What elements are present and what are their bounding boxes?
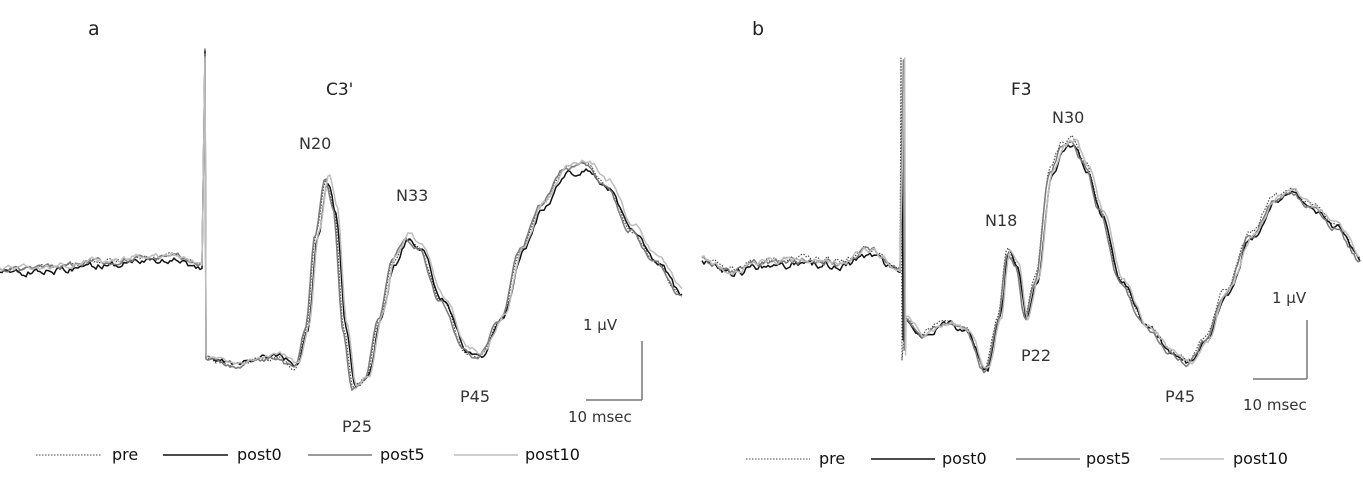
panel-a-legend-label-post5: post5 xyxy=(380,445,425,464)
panel-b-legend-label-post0: post0 xyxy=(942,449,987,468)
panel-a: a C3' N20 P25 N33 P45 1 μV 10 msec pre p… xyxy=(0,18,683,464)
panel-a-scale-time: 10 msec xyxy=(568,408,632,426)
panel-b-peak-N18: N18 xyxy=(985,211,1017,230)
panel-b-peak-P45: P45 xyxy=(1165,387,1195,406)
panel-b-legend: pre post0 post5 post10 xyxy=(746,449,1288,468)
panel-a-legend: pre post0 post5 post10 xyxy=(36,445,580,464)
panel-b-legend-label-post5: post5 xyxy=(1086,449,1131,468)
panel-b-scale-time: 10 msec xyxy=(1243,396,1307,414)
panel-b-trace-post5 xyxy=(701,59,1361,374)
panel-a-peak-P45: P45 xyxy=(460,387,490,406)
panel-a-trace-post5 xyxy=(0,53,683,391)
panel-b-scale-amplitude: 1 μV xyxy=(1272,289,1307,307)
panel-b-traces xyxy=(701,57,1361,374)
panel-b-trace-post10 xyxy=(701,57,1361,369)
panel-a-peak-N20: N20 xyxy=(299,134,331,153)
panel-a-peak-N33: N33 xyxy=(396,186,428,205)
panel-b-peak-P22: P22 xyxy=(1021,346,1051,365)
panel-b-legend-label-post10: post10 xyxy=(1233,449,1288,468)
panel-b-peak-N30: N30 xyxy=(1052,108,1084,127)
panel-b-electrode-label: F3 xyxy=(1011,80,1032,100)
panel-a-electrode-label: C3' xyxy=(326,80,353,100)
panel-b-trace-post0 xyxy=(701,144,1361,372)
panel-a-scale-amplitude: 1 μV xyxy=(583,316,618,334)
panel-b-legend-label-pre: pre xyxy=(819,449,845,468)
panel-b-scale-bar: 1 μV 10 msec xyxy=(1243,289,1308,414)
panel-a-trace-post10 xyxy=(0,56,683,387)
panel-a-legend-label-pre: pre xyxy=(112,445,138,464)
panel-a-scale-bar: 1 μV 10 msec xyxy=(568,316,643,426)
panel-b-trace-pre xyxy=(701,57,1361,371)
panel-a-legend-label-post10: post10 xyxy=(525,445,580,464)
panel-a-legend-label-post0: post0 xyxy=(237,445,282,464)
panel-b-letter: b xyxy=(752,18,764,40)
panel-a-letter: a xyxy=(88,18,100,40)
panel-a-traces xyxy=(0,47,683,391)
panel-a-peak-P25: P25 xyxy=(342,417,372,436)
panel-b: b F3 N18 P22 N30 P45 1 μV 10 msec pre po… xyxy=(701,18,1361,468)
panel-a-trace-post0 xyxy=(0,50,683,388)
